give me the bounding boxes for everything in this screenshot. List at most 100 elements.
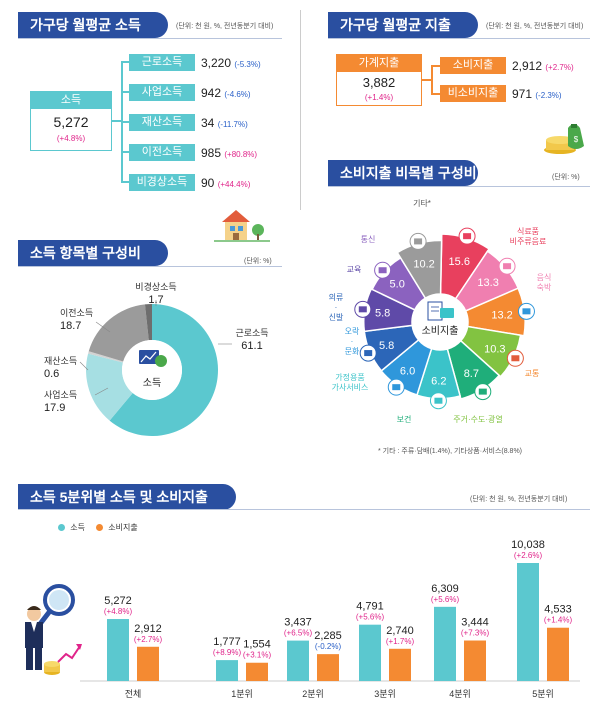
income-item-connector xyxy=(121,61,129,63)
consumption-center xyxy=(412,294,468,350)
consumption-value-label: 15.6 xyxy=(449,256,470,268)
income-item-label: 근로소득 xyxy=(129,54,195,71)
income-item-value: 34 (-11.7%) xyxy=(201,116,248,130)
legend-income-label: 소득 xyxy=(70,523,85,532)
bar-change-label: (+4.8%) xyxy=(104,607,133,616)
legend-consumption: 소비지출 xyxy=(96,522,138,533)
bar-consumption-3분위 xyxy=(389,648,411,681)
income-item-change: (-4.6%) xyxy=(224,90,251,99)
expenditure-section-title: 가구당 월평균 지출 xyxy=(328,12,478,38)
bar-consumption-4분위 xyxy=(464,640,486,681)
consumption-category-label: · xyxy=(351,337,354,346)
income-total-card: 소득 5,272 (+4.8%) xyxy=(30,91,112,151)
consumption-category-label: 음식 xyxy=(537,273,552,282)
income-title-rule xyxy=(18,38,282,39)
expenditure-total-card: 가계지출 3,882 (+1.4%) xyxy=(336,54,422,106)
income-donut-category-label: 사업소득 xyxy=(44,390,77,400)
bar-consumption-1분위 xyxy=(246,662,268,681)
bar-income-3분위 xyxy=(359,624,381,681)
legend-income-swatch xyxy=(58,524,65,531)
quintile-category-label: 5분위 xyxy=(532,689,554,699)
expenditure-item-label: 소비지출 xyxy=(440,57,506,74)
consumption-value-label: 6.2 xyxy=(431,375,446,387)
consumption-composition-unit: (단위: %) xyxy=(552,174,580,181)
bar-value-label: 6,309 xyxy=(431,583,459,595)
income-donut-slice-비경상소득 xyxy=(144,304,152,341)
income-donut-slice-사업소득 xyxy=(86,353,133,421)
quintile-category-label: 4분위 xyxy=(449,689,471,699)
income-donut-category-label: 재산소득 xyxy=(44,356,77,366)
bar-consumption-5분위 xyxy=(547,627,569,681)
expenditure-total-label: 가계지출 xyxy=(337,55,421,72)
income-donut-slice-재산소득 xyxy=(88,351,124,363)
bar-value-label: 1,554 xyxy=(243,639,271,651)
magnifier-person-icon xyxy=(25,584,82,675)
consumption-category-icon-glyph xyxy=(478,388,487,395)
consumption-category-icon-glyph xyxy=(434,397,443,404)
income-section-title: 가구당 월평균 소득 xyxy=(18,12,168,38)
consumption-value-label: 8.7 xyxy=(464,368,479,380)
income-item-value: 942 (-4.6%) xyxy=(201,86,251,100)
income-item-connector xyxy=(121,151,129,153)
income-donut-value-label: 17.9 xyxy=(44,402,65,414)
income-composition-rule xyxy=(18,266,282,267)
income-total-value: 5,272 xyxy=(53,114,89,130)
consumption-category-label: 비주류음료 xyxy=(510,237,547,246)
bar-income-5분위 xyxy=(517,563,539,681)
bar-change-label: (+6.5%) xyxy=(284,629,313,638)
quintile-category-label: 2분위 xyxy=(302,689,324,699)
bar-income-전체 xyxy=(107,619,129,681)
consumption-footnote: * 기타 : 주류·담배(1.4%), 기타상품·서비스(8.8%) xyxy=(378,448,523,455)
bar-change-label: (+8.9%) xyxy=(213,648,242,657)
bar-value-label: 3,437 xyxy=(284,617,312,629)
income-item-label: 이전소득 xyxy=(129,144,195,161)
consumption-value-label: 13.2 xyxy=(491,309,512,321)
income-item-change: (-5.3%) xyxy=(234,60,261,69)
income-item-label: 비경상소득 xyxy=(129,174,195,191)
consumption-value-label: 10.2 xyxy=(413,258,434,270)
income-item-value: 90 (+44.4%) xyxy=(201,176,251,190)
bar-value-label: 1,777 xyxy=(213,636,241,648)
consumption-category-icon-glyph xyxy=(522,308,531,315)
consumption-composition-rule xyxy=(328,186,590,187)
income-item-label: 재산소득 xyxy=(129,114,195,131)
bar-change-label: (-0.2%) xyxy=(315,642,342,651)
expenditure-item-label: 비소비지출 xyxy=(440,85,506,102)
consumption-category-label: 문화 xyxy=(345,347,360,356)
income-donut-slice-근로소득 xyxy=(109,304,219,436)
expenditure-title-rule xyxy=(328,38,590,39)
bar-change-label: (+3.1%) xyxy=(243,651,272,660)
consumption-category-label: 식료품 xyxy=(517,227,539,236)
quintile-title-rule xyxy=(18,509,590,510)
expenditure-item-connector xyxy=(431,65,440,67)
bar-change-label: (+5.6%) xyxy=(431,595,460,604)
expenditure-total-change: (+1.4%) xyxy=(364,93,394,102)
bar-change-label: (+2.7%) xyxy=(134,635,163,644)
expenditure-item-change: (-2.3%) xyxy=(535,91,562,100)
income-item-connector xyxy=(121,121,129,123)
income-total-label: 소득 xyxy=(31,92,111,109)
consumption-category-label: 교통 xyxy=(525,369,540,378)
consumption-category-icon-glyph xyxy=(503,263,512,270)
income-donut-value-label: 61.1 xyxy=(241,340,262,352)
section-divider xyxy=(300,10,301,210)
quintile-category-label: 전체 xyxy=(125,689,142,699)
consumption-composition-title: 소비지출 비목별 구성비 xyxy=(328,160,478,186)
income-total-change: (+4.8%) xyxy=(56,134,86,143)
consumption-category-label: 오락 xyxy=(345,326,360,336)
legend-consumption-label: 소비지출 xyxy=(108,523,138,532)
bar-value-label: 3,444 xyxy=(461,617,489,629)
income-donut-chart: 소득 근로소득 61.1 사업소득 17.9 재산소득 0.6 이전소득 18.7 비경상소득 1.… xyxy=(44,281,269,436)
consumption-category-label: 신발 xyxy=(329,312,344,322)
house-icon xyxy=(214,210,270,242)
consumption-category-label: 숙박 xyxy=(537,282,552,292)
income-donut-category-label: 근로소득 xyxy=(235,328,268,338)
income-donut-center-label: 소득 xyxy=(143,377,161,389)
quintile-section-title: 소득 5분위별 소득 및 소비지출 xyxy=(18,484,236,510)
income-donut-category-label: 비경상소득 xyxy=(135,281,176,292)
bar-income-4분위 xyxy=(434,606,456,681)
consumption-category-label: 통신 xyxy=(361,235,376,244)
consumption-value-label: 5.0 xyxy=(390,278,405,290)
income-donut-value-label: 1.7 xyxy=(148,294,163,306)
income-item-value: 3,220 (-5.3%) xyxy=(201,56,261,70)
